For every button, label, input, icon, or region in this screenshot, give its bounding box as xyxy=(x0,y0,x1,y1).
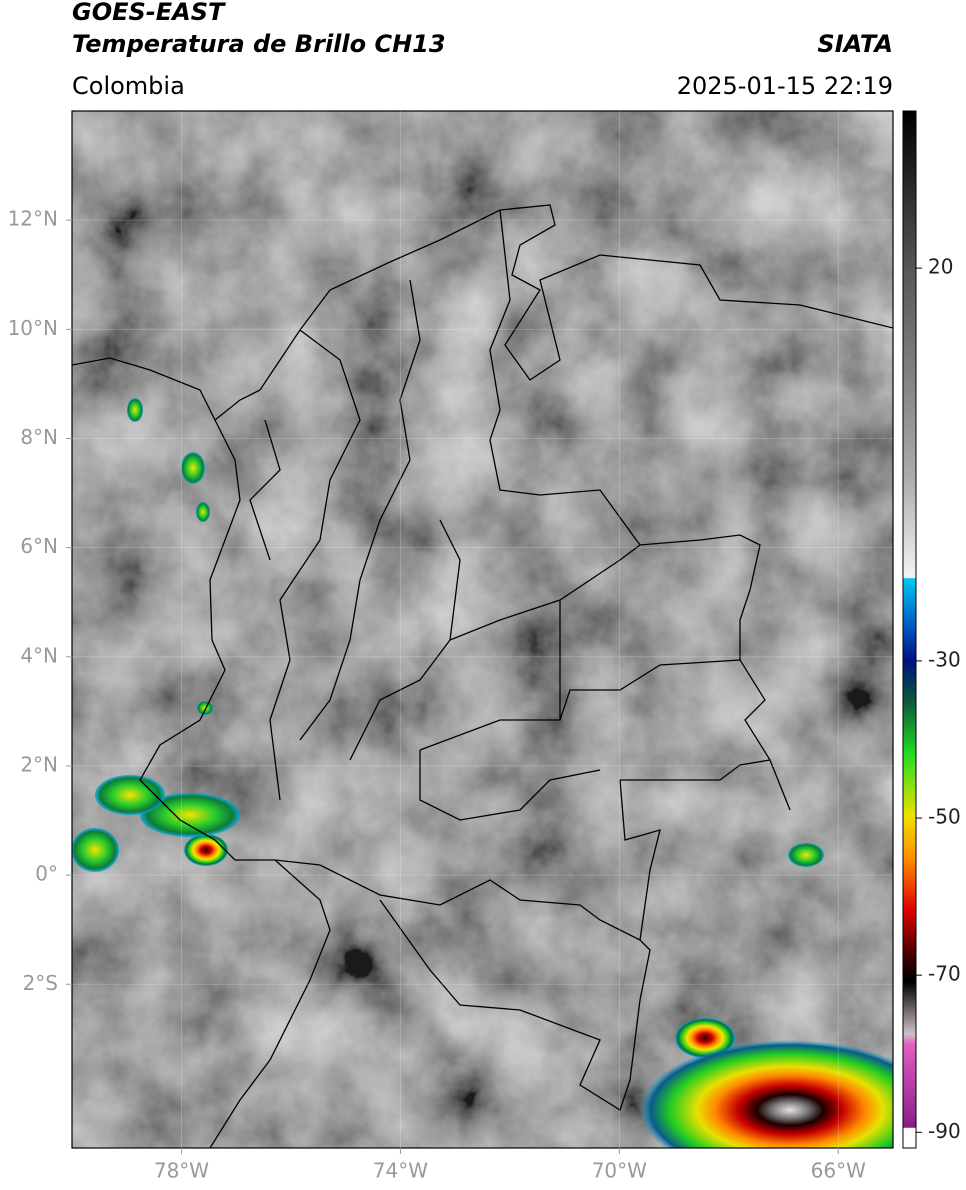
subtitle: Temperatura de Brillo CH13 xyxy=(72,30,446,58)
lon-tick-label: 74°W xyxy=(373,1159,428,1183)
lat-tick-label: 4°N xyxy=(20,643,58,667)
colorbar-tick-label: -70 xyxy=(928,962,961,986)
lon-tick-label: 66°W xyxy=(811,1159,866,1183)
colorbar-tick-label: -30 xyxy=(928,647,961,671)
datetime: 2025-01-15 22:19 xyxy=(677,72,893,100)
colorbar-ticks: 20 -30 -50 -70 -90 xyxy=(916,255,961,1143)
lat-tick-label: 6°N xyxy=(20,534,58,558)
source: SIATA xyxy=(817,30,893,58)
colorbar-tick-label: -50 xyxy=(928,805,961,829)
lon-tick-label: 78°W xyxy=(154,1159,209,1183)
colorbar-tick-label: 20 xyxy=(928,255,953,279)
lat-tick-label: 12°N xyxy=(8,207,58,231)
satellite-image xyxy=(72,111,893,1148)
lat-tick-label: 8°N xyxy=(20,425,58,449)
lat-tick-label: 0° xyxy=(35,862,58,886)
colorbar xyxy=(902,110,917,1149)
lon-tick-label: 70°W xyxy=(592,1159,647,1183)
graticule: 12°N 10°N 8°N 6°N 4°N 2°N 0° 2°S 78°W 74°W 70°W 66°… xyxy=(8,111,893,1183)
map-frame xyxy=(71,110,894,1149)
colorbar-tick-label: -90 xyxy=(928,1119,961,1143)
lat-tick-label: 10°N xyxy=(8,316,58,340)
title: GOES-EAST xyxy=(72,0,226,26)
lat-tick-label: 2°S xyxy=(23,971,58,995)
lat-tick-label: 2°N xyxy=(20,752,58,776)
region: Colombia xyxy=(72,72,185,100)
